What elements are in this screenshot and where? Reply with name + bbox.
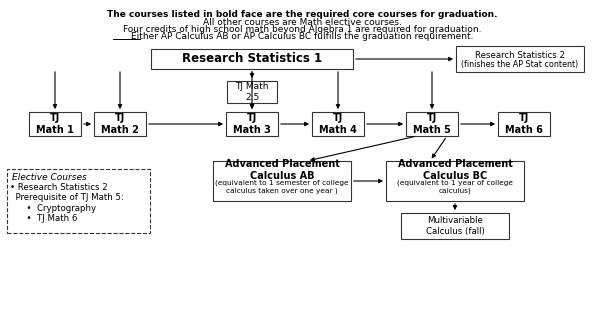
Text: TJ
Math 5: TJ Math 5	[413, 113, 451, 135]
Text: TJ
Math 2: TJ Math 2	[101, 113, 139, 135]
Text: Advanced Placement
Calculus BC: Advanced Placement Calculus BC	[397, 159, 512, 181]
Text: All other courses are Math elective courses.: All other courses are Math elective cour…	[203, 18, 402, 27]
FancyBboxPatch shape	[312, 112, 364, 136]
Text: TJ
Math 6: TJ Math 6	[505, 113, 543, 135]
FancyBboxPatch shape	[456, 46, 584, 72]
Text: TJ
Math 1: TJ Math 1	[36, 113, 74, 135]
Text: (equivalent to 1 semester of college
calculus taken over one year ): (equivalent to 1 semester of college cal…	[215, 180, 348, 194]
Text: TJ
Math 3: TJ Math 3	[233, 113, 271, 135]
FancyBboxPatch shape	[226, 112, 278, 136]
FancyBboxPatch shape	[498, 112, 550, 136]
Text: TJ Math
2.5: TJ Math 2.5	[235, 82, 269, 102]
FancyBboxPatch shape	[406, 112, 458, 136]
Text: (finishes the AP Stat content): (finishes the AP Stat content)	[462, 60, 578, 68]
Text: The courses listed in bold face are the required core courses for graduation.: The courses listed in bold face are the …	[106, 10, 497, 19]
Text: Four credits of high school math beyond Algebra 1 are required for graduation.: Four credits of high school math beyond …	[123, 25, 481, 34]
FancyBboxPatch shape	[213, 161, 351, 201]
Text: (equivalent to 1 year of college
calculus): (equivalent to 1 year of college calculu…	[397, 180, 513, 194]
Text: Either AP Calculus AB or AP Calculus BC fulfills the graduation requirement.: Either AP Calculus AB or AP Calculus BC …	[131, 32, 473, 41]
Text: TJ
Math 4: TJ Math 4	[319, 113, 357, 135]
FancyBboxPatch shape	[401, 213, 509, 239]
Text: Elective Courses: Elective Courses	[11, 173, 87, 182]
Text: Research Statistics 1: Research Statistics 1	[182, 53, 322, 65]
FancyBboxPatch shape	[7, 169, 149, 233]
FancyBboxPatch shape	[386, 161, 524, 201]
FancyBboxPatch shape	[151, 49, 353, 69]
Text: Advanced Placement
Calculus AB: Advanced Placement Calculus AB	[224, 159, 339, 181]
Text: Multivariable
Calculus (fall): Multivariable Calculus (fall)	[426, 216, 485, 236]
Text: • Research Statistics 2
  Prerequisite of TJ Math 5:
      •  Cryptography
     : • Research Statistics 2 Prerequisite of …	[10, 183, 125, 223]
FancyBboxPatch shape	[227, 81, 277, 103]
FancyBboxPatch shape	[94, 112, 146, 136]
FancyBboxPatch shape	[29, 112, 81, 136]
Text: Research Statistics 2: Research Statistics 2	[475, 50, 565, 60]
